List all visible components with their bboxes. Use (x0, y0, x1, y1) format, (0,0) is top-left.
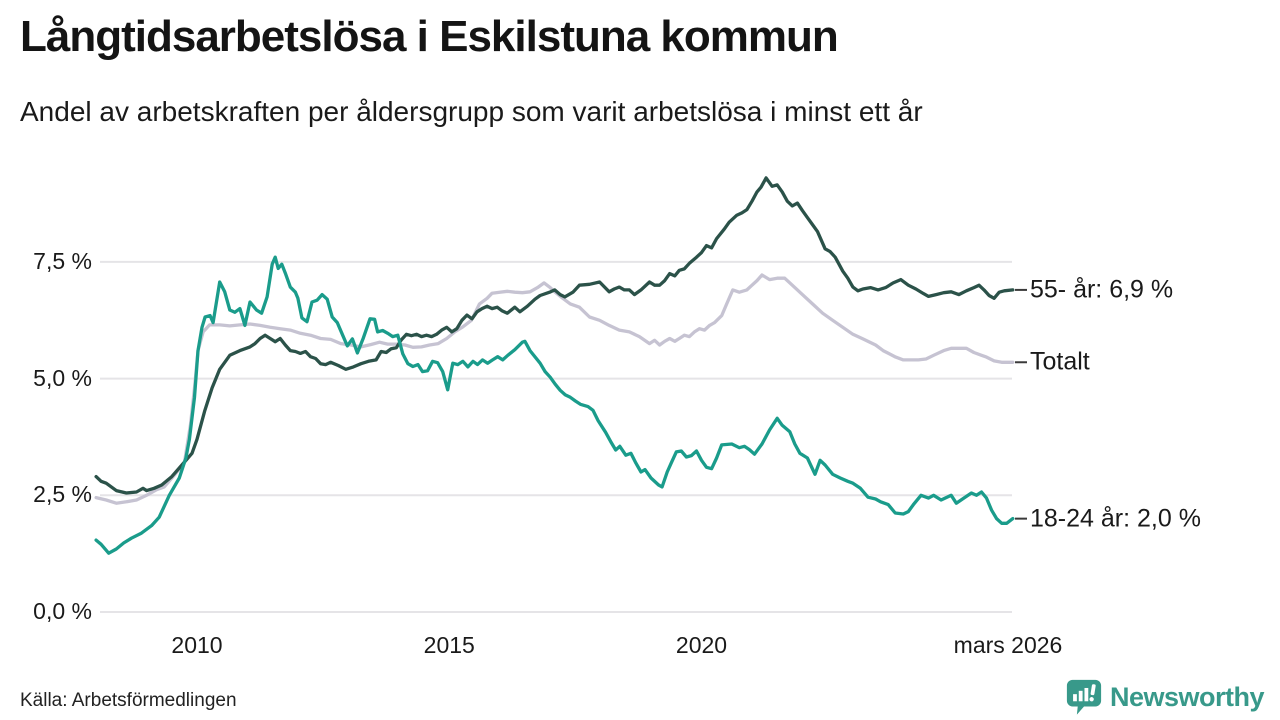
series-line-age-18-24 (94, 255, 1015, 555)
y-axis-tick-label: 5,0 % (33, 364, 92, 391)
x-axis-tick-label: 2020 (675, 632, 728, 658)
newsworthy-logo: Newsworthy (1065, 678, 1265, 716)
newsworthy-wordmark: Newsworthy (1109, 681, 1265, 712)
page-title: Långtidsarbetslösa i Eskilstuna kommun (20, 12, 839, 61)
chart-subtitle: Andel av arbetskraften per åldersgrupp s… (20, 96, 923, 127)
x-axis-tick-label: 2010 (171, 632, 223, 658)
series-end-label-age-18-24: 18-24 år: 2,0 % (1030, 504, 1201, 533)
y-axis-tick-label: 7,5 % (33, 247, 92, 274)
newsworthy-bubble-chart-icon (1066, 679, 1102, 715)
series-end-label-age-55: 55- år: 6,9 % (1030, 275, 1174, 304)
x-axis-tick-label: 2015 (423, 632, 475, 658)
series-line-age-55 (94, 176, 1015, 495)
x-axis-tick-label: mars 2026 (953, 632, 1063, 658)
series-end-label-total: Totalt (1030, 347, 1090, 376)
source-note: Källa: Arbetsförmedlingen (20, 690, 237, 711)
series-line-total (94, 273, 1015, 505)
y-axis-tick-label: 0,0 % (33, 597, 92, 624)
y-axis-tick-label: 2,5 % (33, 481, 92, 508)
